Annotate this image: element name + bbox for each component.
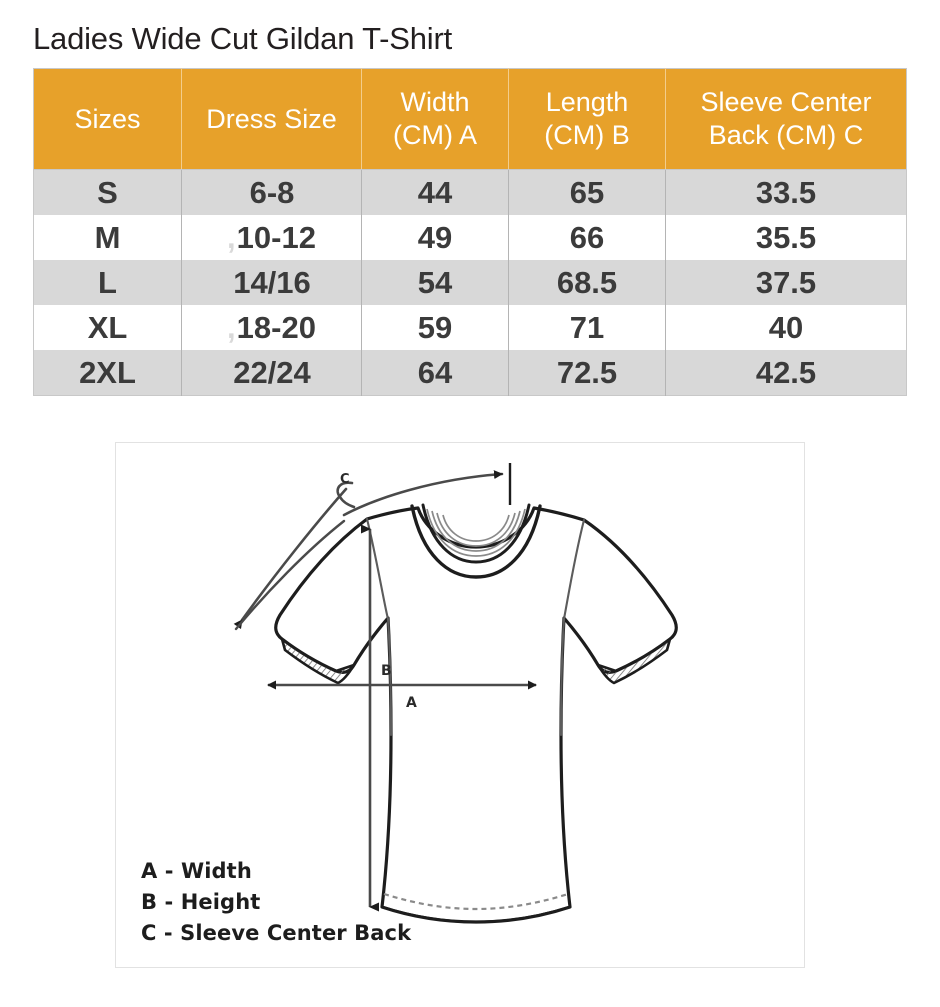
collar-rib-line-3 — [436, 512, 516, 547]
cell-dress-size-value: 22/24 — [233, 354, 311, 390]
table-header: Sizes Dress Size Width (CM) A Length (CM… — [33, 68, 907, 170]
cell-dress-size: 14/16 — [181, 260, 362, 305]
cell-dress-size: 6-8 — [181, 169, 362, 215]
cell-dress-size: 22/24 — [181, 350, 362, 396]
table-row: M ,10-12 49 66 35.5 — [33, 215, 907, 260]
column-header-dress-size: Dress Size — [181, 68, 362, 170]
cell-length: 68.5 — [508, 260, 666, 305]
cell-dress-size-value: 10-12 — [236, 219, 316, 255]
diagram-legend: A - Width B - Height C - Sleeve Center B… — [141, 856, 411, 949]
measure-c-return-line — [234, 519, 346, 631]
cell-width: 64 — [361, 350, 509, 396]
column-header-length-line1: Length — [545, 87, 629, 117]
legend-item-c: C - Sleeve Center Back — [141, 921, 412, 945]
cell-width: 49 — [361, 215, 509, 260]
size-chart-table: Sizes Dress Size Width (CM) A Length (CM… — [33, 68, 907, 396]
cell-size: 2XL — [33, 350, 182, 396]
cell-size: XL — [33, 305, 182, 350]
cell-dress-size-value: 18-20 — [236, 309, 316, 345]
collar-rib-line-2 — [431, 510, 521, 552]
column-header-sleeve-center-back: Sleeve Center Back (CM) C — [665, 68, 907, 170]
collar-rib-line-4 — [442, 514, 510, 542]
legend-item-a: A - Width — [141, 859, 252, 883]
cell-length: 65 — [508, 169, 666, 215]
collar-rib-line-1 — [426, 508, 526, 557]
measure-c-upper-line — [342, 470, 504, 517]
measure-b-label: B — [381, 663, 392, 679]
cell-width: 44 — [361, 169, 509, 215]
measurement-a-group: A — [267, 680, 537, 711]
column-header-dress-size-line1: Dress Size — [206, 103, 337, 134]
table-row: 2XL 22/24 64 72.5 42.5 — [33, 350, 907, 396]
column-header-sizes: Sizes — [33, 68, 182, 170]
legend-item-b: B - Height — [141, 890, 261, 914]
comma-artifact: , — [227, 219, 236, 255]
size-chart-container: Sizes Dress Size Width (CM) A Length (CM… — [33, 68, 907, 396]
table-row: S 6-8 44 65 33.5 — [33, 169, 907, 215]
column-header-width-line1: Width — [400, 87, 470, 117]
cell-dress-size: ,18-20 — [181, 305, 362, 350]
measurement-c-group: C — [233, 463, 512, 631]
cell-dress-size-value: 14/16 — [233, 264, 311, 300]
cell-sleeve: 35.5 — [665, 215, 907, 260]
cell-sleeve: 40 — [665, 305, 907, 350]
cell-length: 66 — [508, 215, 666, 260]
cell-dress-size: ,10-12 — [181, 215, 362, 260]
column-header-sleeve-line2: Back (CM) C — [708, 120, 864, 150]
table-header-row: Sizes Dress Size Width (CM) A Length (CM… — [33, 68, 907, 170]
comma-artifact: , — [227, 309, 236, 345]
column-header-sleeve-line1: Sleeve Center — [700, 87, 872, 117]
cell-size: S — [33, 169, 182, 215]
measurement-b-group: B — [361, 524, 392, 912]
bottom-hem-edge — [381, 905, 571, 924]
column-header-length: Length (CM) B — [508, 68, 666, 170]
cell-length: 72.5 — [508, 350, 666, 396]
collar-neckline-inner — [421, 503, 531, 564]
column-header-length-line2: (CM) B — [544, 120, 630, 150]
cell-sleeve: 37.5 — [665, 260, 907, 305]
collar-rib-outer — [410, 504, 542, 579]
cell-size: L — [33, 260, 182, 305]
table-row: XL ,18-20 59 71 40 — [33, 305, 907, 350]
measure-a-label: A — [406, 695, 417, 711]
cell-length: 71 — [508, 305, 666, 350]
column-header-sizes-line1: Sizes — [74, 103, 141, 134]
measure-c-diagonal-line — [233, 487, 348, 630]
sleeve-cuff-right — [596, 637, 672, 685]
sleeve-cuff-left — [280, 637, 356, 685]
measure-c-label: C — [340, 472, 350, 487]
table-row: L 14/16 54 68.5 37.5 — [33, 260, 907, 305]
bottom-hem-band — [383, 892, 569, 911]
column-header-width: Width (CM) A — [361, 68, 509, 170]
cell-size: M — [33, 215, 182, 260]
table-body: S 6-8 44 65 33.5 M ,10-12 49 66 35.5 L 1… — [33, 169, 907, 396]
cell-width: 54 — [361, 260, 509, 305]
cell-sleeve: 42.5 — [665, 350, 907, 396]
measurement-diagram-panel: C B A A - Width B - Height C - Sleeve Ce… — [115, 442, 805, 968]
cell-dress-size-value: 6-8 — [249, 174, 295, 210]
page-title: Ladies Wide Cut Gildan T-Shirt — [33, 21, 453, 56]
column-header-width-line2: (CM) A — [393, 120, 477, 150]
shoulder-seam-right — [559, 518, 586, 737]
tshirt-measurement-diagram: C B A — [233, 463, 678, 924]
cell-sleeve: 33.5 — [665, 169, 907, 215]
cell-width: 59 — [361, 305, 509, 350]
